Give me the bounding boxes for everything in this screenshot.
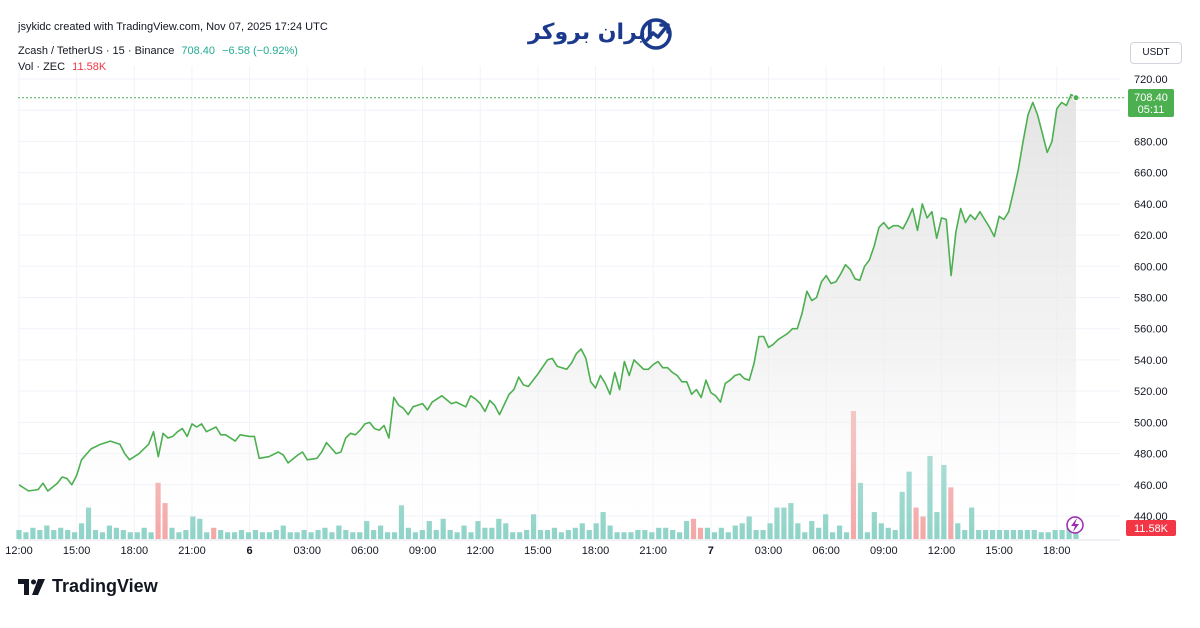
- x-tick-label: 18:00: [582, 545, 610, 557]
- y-tick-label: 540.00: [1134, 355, 1168, 367]
- tradingview-logo-icon: [18, 578, 45, 595]
- tradingview-footer[interactable]: TradingView: [18, 576, 158, 597]
- x-tick-label: 18:00: [121, 545, 149, 557]
- y-tick-label: 460.00: [1134, 480, 1168, 492]
- lightning-icon[interactable]: [1066, 516, 1084, 534]
- x-tick-label: 18:00: [1043, 545, 1071, 557]
- x-tick-label: 12:00: [5, 545, 33, 557]
- price-change: −6.58 (−0.92%): [222, 45, 298, 57]
- volume-legend: Vol · ZEC 11.58K: [18, 61, 106, 73]
- x-tick-label: 09:00: [409, 545, 437, 557]
- price-series-line: [18, 93, 1077, 492]
- x-tick-label: 7: [708, 545, 714, 557]
- x-tick-label: 15:00: [985, 545, 1013, 557]
- volume-value: 11.58K: [72, 61, 107, 73]
- x-tick-label: 06:00: [812, 545, 840, 557]
- price-tag-bg: [1128, 89, 1174, 117]
- x-tick-label: 21:00: [178, 545, 206, 557]
- x-tick-label: 15:00: [524, 545, 552, 557]
- x-tick-label: 03:00: [755, 545, 783, 557]
- price-area: [19, 94, 1076, 540]
- price-tag-countdown: 05:11: [1138, 104, 1165, 116]
- y-tick-label: 600.00: [1134, 261, 1168, 273]
- time-axis[interactable]: 12:00 15:00 18:00 21:00 6 03:00 06:00 09:00 12:0…: [5, 545, 1070, 557]
- last-price: 708.40: [181, 45, 216, 57]
- x-tick-label: 12:00: [466, 545, 494, 557]
- symbol-line[interactable]: Zcash / TetherUS · 15 · Binance: [18, 45, 175, 57]
- y-tick-label: 560.00: [1134, 324, 1168, 336]
- y-tick-label: 620.00: [1134, 230, 1168, 242]
- chart-byline: jsykidc created with TradingView.com, No…: [18, 21, 328, 33]
- y-tick-label: 660.00: [1134, 168, 1168, 180]
- volume-tag-bg: [1126, 520, 1176, 536]
- x-tick-label: 06:00: [351, 545, 379, 557]
- symbol-legend: Zcash / TetherUS · 15 · Binance 708.40 −…: [18, 45, 298, 57]
- watermark-logo: [500, 0, 700, 62]
- x-tick-label: 03:00: [294, 545, 322, 557]
- x-tick-label: 6: [247, 545, 253, 557]
- x-tick-label: 21:00: [639, 545, 667, 557]
- y-tick-label: 680.00: [1134, 136, 1168, 148]
- tradingview-brand: TradingView: [52, 576, 158, 596]
- price-axis[interactable]: 720.00700.00680.00660.00640.00620.00600.…: [1134, 74, 1168, 523]
- logo-text: ایران بروکر: [528, 20, 654, 45]
- volume-tag-value: 11.58K: [1134, 523, 1169, 535]
- y-tick-label: 480.00: [1134, 449, 1168, 461]
- y-tick-label: 500.00: [1134, 417, 1168, 429]
- price-tag-value: 708.40: [1134, 92, 1168, 104]
- last-price-dot: [1072, 94, 1080, 102]
- chart-growth-icon: [640, 18, 672, 50]
- y-tick-label: 640.00: [1134, 199, 1168, 211]
- x-tick-label: 15:00: [63, 545, 91, 557]
- currency-unit-button[interactable]: USDT: [1130, 42, 1182, 64]
- y-tick-label: 520.00: [1134, 386, 1168, 398]
- y-tick-label: 580.00: [1134, 293, 1168, 305]
- volume-label[interactable]: Vol · ZEC: [18, 61, 66, 73]
- y-tick-label: 720.00: [1134, 74, 1168, 86]
- x-tick-label: 09:00: [870, 545, 898, 557]
- x-tick-label: 12:00: [928, 545, 956, 557]
